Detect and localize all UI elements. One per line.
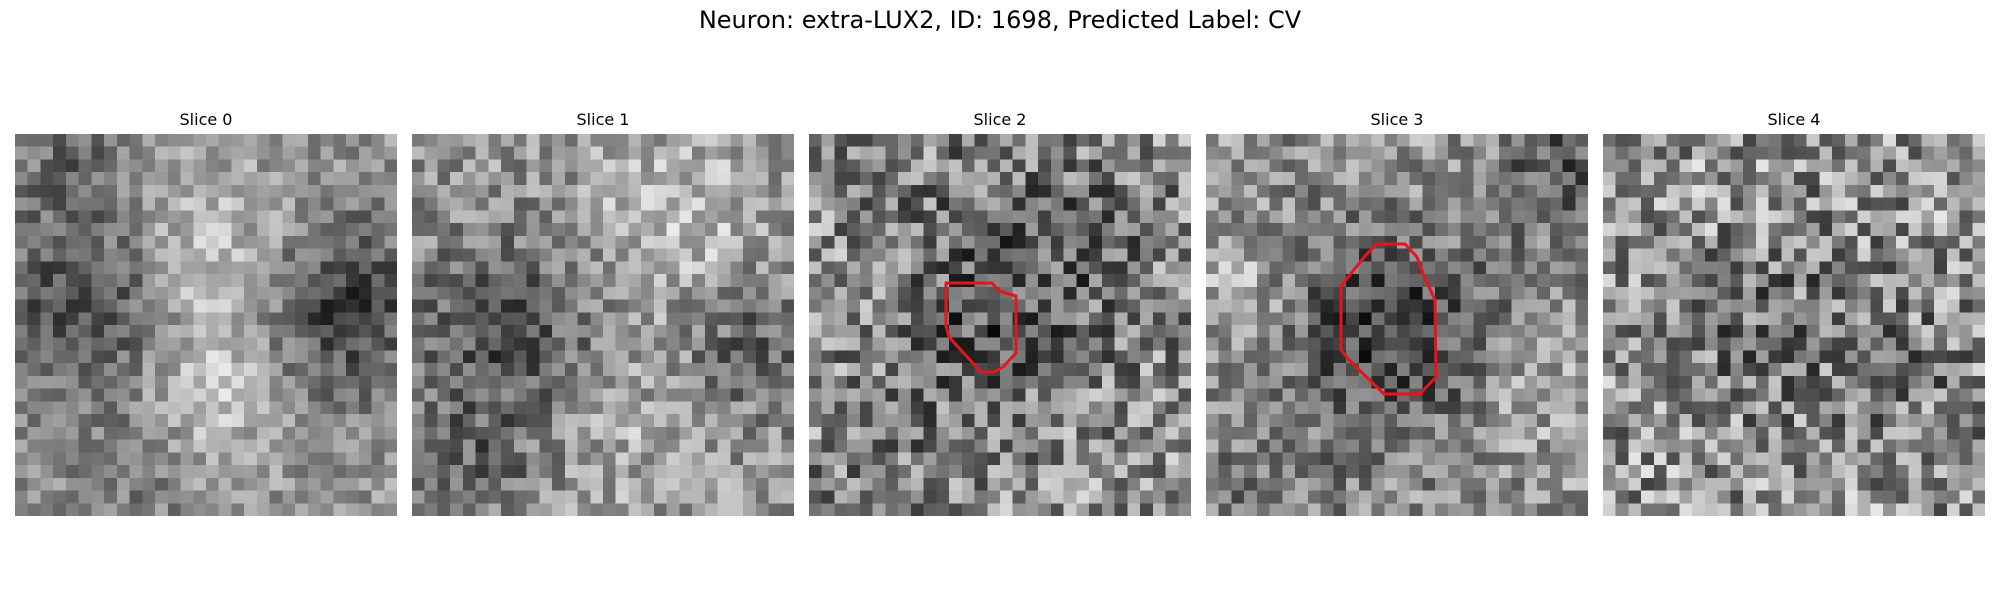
- slice-4-title: Slice 4: [1767, 110, 1821, 129]
- slice-2-pixels: [809, 134, 1191, 516]
- figure-title: Neuron: extra-LUX2, ID: 1698, Predicted …: [698, 6, 1302, 34]
- slice-0-image: [15, 134, 397, 516]
- slice-1-title: Slice 1: [576, 110, 630, 129]
- slice-4-image: [1603, 134, 1985, 516]
- slice-3-pixels: [1206, 134, 1588, 516]
- slice-1-image: [412, 134, 794, 516]
- slice-0-title: Slice 0: [179, 110, 233, 129]
- slice-2-image: [809, 134, 1191, 516]
- slice-4-pixels: [1603, 134, 1985, 516]
- slice-3-title: Slice 3: [1370, 110, 1424, 129]
- slice-1-pixels: [412, 134, 794, 516]
- slice-0-pixels: [15, 134, 397, 516]
- slice-2-title: Slice 2: [973, 110, 1027, 129]
- slice-3-image: [1206, 134, 1588, 516]
